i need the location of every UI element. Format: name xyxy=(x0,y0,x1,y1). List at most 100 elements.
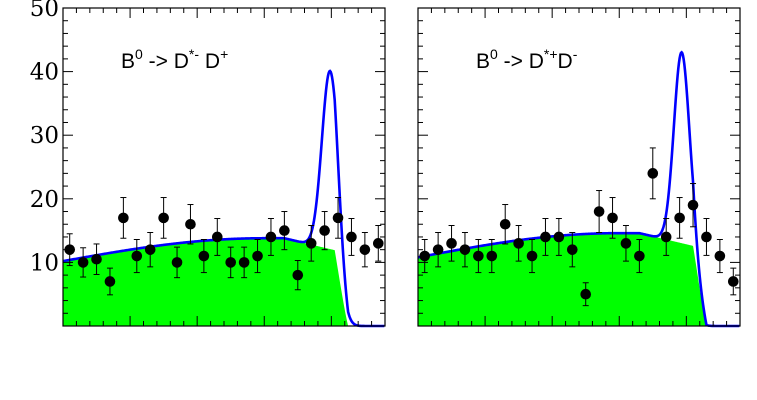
data-point xyxy=(118,197,129,239)
y-tick-label: 40 xyxy=(30,60,59,86)
marker xyxy=(566,244,578,255)
marker xyxy=(620,238,632,249)
marker xyxy=(607,212,618,224)
marker xyxy=(292,269,304,281)
marker xyxy=(238,257,250,268)
marker xyxy=(432,244,444,255)
data-point xyxy=(473,239,484,274)
data-point xyxy=(607,197,618,239)
label-d2-sup: - xyxy=(573,46,578,62)
marker xyxy=(674,212,685,224)
label-d1: D xyxy=(174,50,189,73)
marker xyxy=(593,206,605,217)
data-point xyxy=(211,218,223,256)
data-point xyxy=(372,225,384,262)
marker xyxy=(91,253,102,265)
data-point xyxy=(459,232,471,268)
marker xyxy=(279,225,290,236)
label-b-sup: 0 xyxy=(490,46,498,62)
data-point xyxy=(446,225,457,262)
marker xyxy=(131,250,143,262)
plot-frame-left xyxy=(62,7,386,327)
data-point xyxy=(185,204,196,245)
y-tick-label: 10 xyxy=(30,250,59,276)
background-fill-right xyxy=(418,233,740,326)
plot-frame-right xyxy=(417,7,741,327)
data-point xyxy=(553,218,565,256)
y-tick-label: 50 xyxy=(30,0,59,22)
data-point xyxy=(432,232,444,268)
data-points-right xyxy=(419,147,739,307)
marker xyxy=(540,231,551,243)
data-point xyxy=(104,267,116,296)
marker xyxy=(144,244,156,255)
marker xyxy=(634,250,645,262)
data-point xyxy=(620,225,632,262)
marker xyxy=(359,244,371,255)
data-point xyxy=(714,239,726,274)
marker xyxy=(252,250,263,262)
y-tick-label: 30 xyxy=(30,123,59,149)
marker xyxy=(701,231,712,243)
data-point xyxy=(292,259,304,291)
marker xyxy=(647,168,659,179)
marker xyxy=(372,238,384,249)
y-tick-labels-left: 10 20 30 40 50 xyxy=(30,0,59,276)
label-arrow: -> xyxy=(143,50,174,73)
marker xyxy=(77,257,89,268)
data-point xyxy=(346,218,357,256)
data-point xyxy=(77,247,89,278)
data-point xyxy=(158,197,169,239)
data-point xyxy=(238,246,250,279)
marker xyxy=(419,250,431,262)
fit-line xyxy=(417,50,740,328)
label-d2: D xyxy=(558,50,573,73)
data-point xyxy=(64,233,76,267)
marker xyxy=(660,231,672,243)
data-point xyxy=(359,232,371,268)
label-d1: D xyxy=(529,50,544,73)
marker xyxy=(171,257,183,268)
marker xyxy=(580,288,592,300)
data-point xyxy=(332,197,344,239)
data-point xyxy=(701,218,712,256)
decay-label-left: B0 -> D*- D+ xyxy=(121,46,228,73)
data-point xyxy=(279,211,290,251)
data-point xyxy=(198,239,210,274)
total-fit-curve-left xyxy=(62,69,385,328)
data-point xyxy=(660,218,672,256)
data-point xyxy=(580,282,592,307)
data-point xyxy=(566,232,578,268)
marker xyxy=(185,218,196,230)
data-point xyxy=(131,239,143,274)
data-point xyxy=(634,239,645,274)
marker xyxy=(687,199,699,211)
marker xyxy=(64,244,76,255)
background-fill-left xyxy=(63,238,385,326)
marker xyxy=(225,257,237,268)
data-point xyxy=(687,183,699,228)
label-d2-sup: + xyxy=(220,46,228,62)
marker xyxy=(513,238,524,249)
data-point xyxy=(252,239,263,274)
marker xyxy=(486,250,498,262)
marker xyxy=(714,250,726,262)
y-tick-label: 20 xyxy=(30,187,59,213)
label-arrow: -> xyxy=(498,50,529,73)
data-point xyxy=(171,246,183,279)
marker xyxy=(499,218,511,230)
marker xyxy=(104,276,116,287)
data-point xyxy=(265,218,277,256)
data-point xyxy=(513,225,524,262)
label-d1-sup: *- xyxy=(189,46,199,62)
label-b: B xyxy=(476,50,490,73)
data-point xyxy=(540,218,551,256)
background-area xyxy=(63,238,385,326)
marker xyxy=(265,231,277,243)
marker xyxy=(473,250,484,262)
data-point xyxy=(674,197,685,239)
total-fit-curve-right xyxy=(417,50,740,328)
marker xyxy=(118,212,129,224)
